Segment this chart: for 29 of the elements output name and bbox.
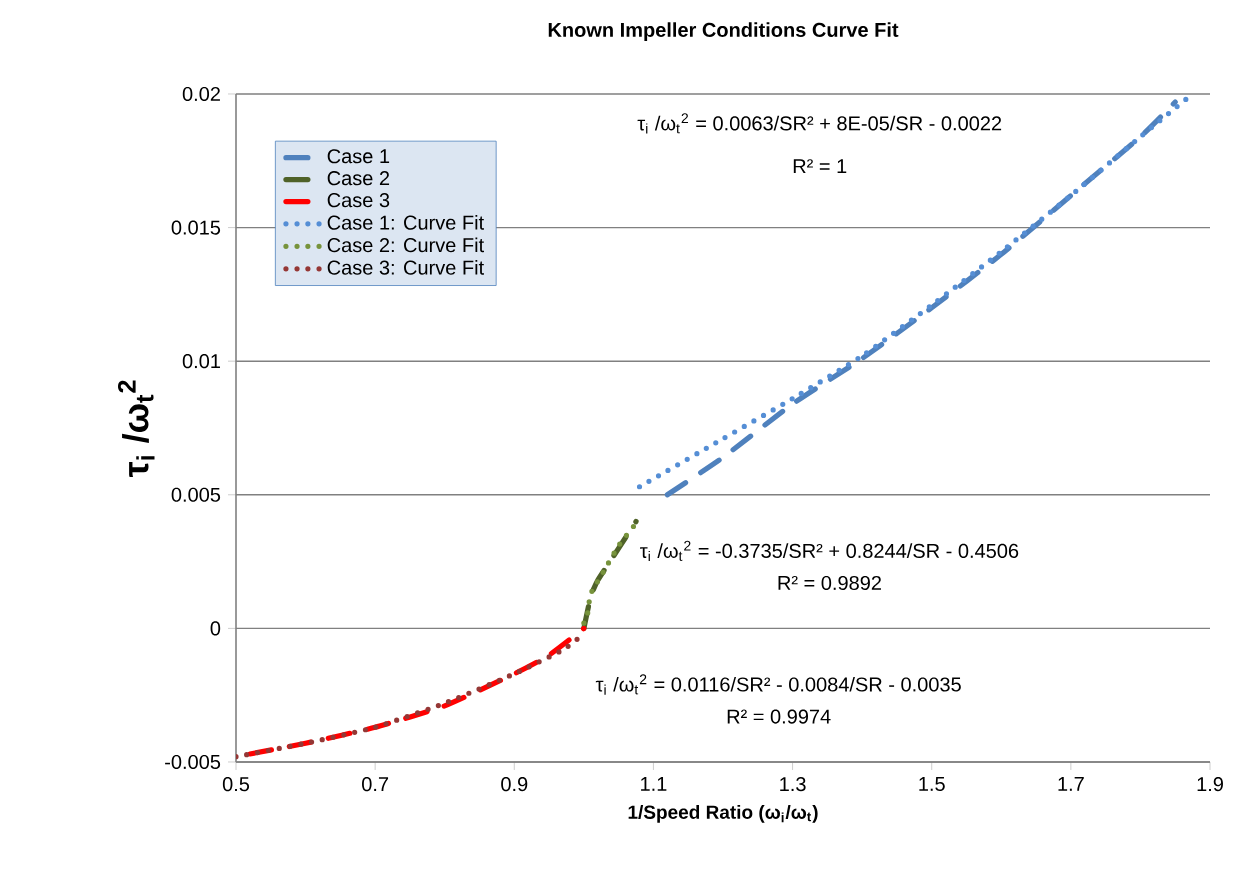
- x-tick-label: 1.7: [1058, 777, 1084, 791]
- x-tick-label: 1.1: [641, 777, 667, 791]
- legend-label: Case 1: [327, 149, 390, 164]
- x-tick-label: 1.5: [919, 777, 945, 791]
- legend-label: Case 1: Curve Fit: [327, 215, 485, 230]
- y-axis-title: τ$_{i}$ /ω$_{t}$2: [118, 380, 155, 478]
- legend-label: Case 3: [327, 193, 390, 208]
- x-tick-label: 0.5: [222, 777, 250, 792]
- y-tick-label: 0: [210, 621, 221, 636]
- x-tick-label: 0.7: [362, 777, 389, 792]
- y-tick-label: 0.015: [171, 220, 221, 235]
- y-tick-label: 0.01: [182, 354, 220, 369]
- legend-label: Case 2: Curve Fit: [327, 237, 485, 253]
- legend-label: Case 2: [327, 171, 390, 186]
- annotation: τ$_{i}$ /ω$_{t}$$^{2}$ = 0.0116/SR² - 0.0084/SR - 0.0035: [595, 674, 961, 695]
- chart-title: Known Impeller Conditions Curve Fit: [548, 22, 899, 41]
- x-tick-label: 1.3: [780, 777, 806, 792]
- annotation: R² = 0.9892: [778, 575, 881, 591]
- annotation: R² = 1: [793, 159, 847, 174]
- annotation: τ$_{i}$ /ω$_{t}$$^{2}$ = -0.3735/SR² + 0.8244/SR - 0.4506: [640, 540, 1019, 562]
- y-tick-label: 0.005: [171, 487, 221, 502]
- annotation: τ$_{i}$ /ω$_{t}$$^{2}$ = 0.0063/SR² + 8E-05/SR - 0.0022: [637, 113, 1002, 134]
- legend-label: Case 3: Curve Fit: [327, 260, 485, 275]
- y-tick-label: -0.005: [165, 754, 221, 770]
- x-tick-label: 0.9: [501, 777, 528, 792]
- x-axis-title: 1/Speed Ratio (ω$_{i}$/ω$_{t}$): [628, 804, 818, 823]
- y-tick-label: 0.02: [182, 86, 220, 102]
- annotation: R² = 0.9974: [727, 709, 831, 724]
- x-tick-label: 1.9: [1197, 777, 1223, 792]
